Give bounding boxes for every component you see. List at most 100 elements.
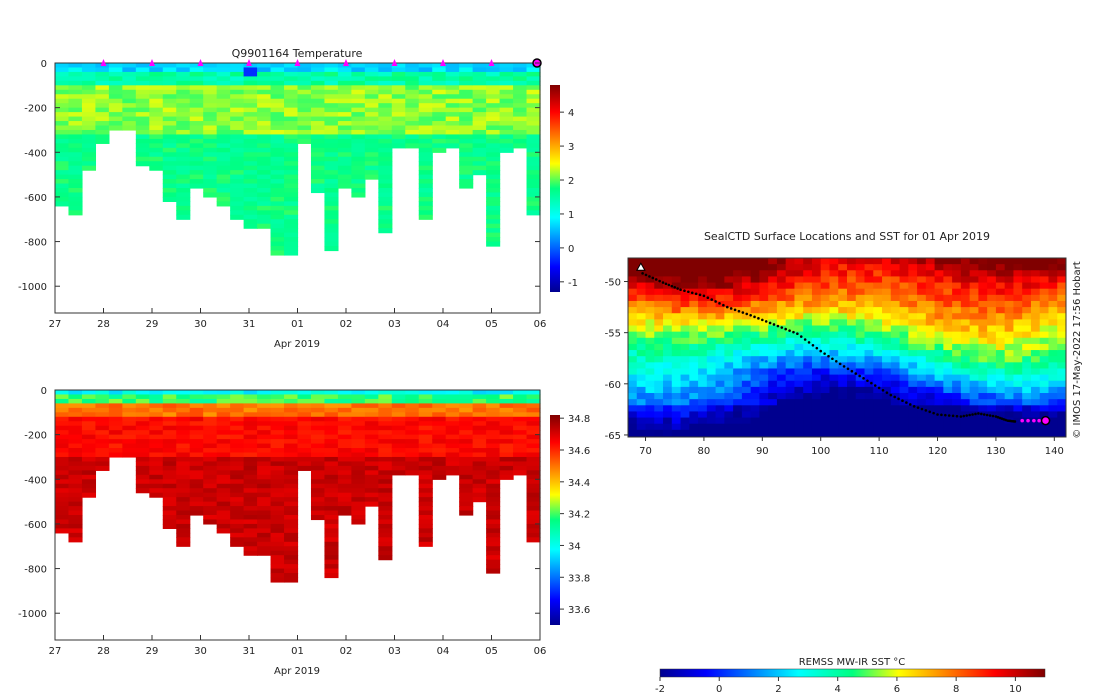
- temperature-cell: [230, 71, 245, 77]
- salinity-cell: [486, 456, 501, 463]
- salinity-cell: [55, 501, 70, 507]
- temperature-cell: [284, 80, 299, 86]
- sst-cell: [663, 337, 673, 345]
- sst-cell: [1013, 307, 1023, 314]
- salinity-cell: [472, 492, 487, 498]
- salinity-cell: [189, 430, 204, 436]
- sst-cell: [636, 393, 647, 400]
- sst-cell: [934, 350, 944, 357]
- sst-cell: [934, 288, 944, 296]
- salinity-cell: [486, 541, 501, 547]
- sst-cell: [978, 331, 988, 339]
- temperature-cell: [81, 156, 97, 162]
- sst-cell: [908, 337, 918, 345]
- sst-cell: [995, 258, 1006, 265]
- salinity-cell: [284, 528, 299, 534]
- temperature-cell: [378, 170, 393, 176]
- sst-cell: [1057, 405, 1066, 413]
- sst-cell: [899, 325, 909, 333]
- sst-cell: [864, 313, 874, 320]
- temperature-cell: [284, 188, 299, 194]
- salinity-cell: [243, 407, 258, 413]
- sst-cell: [785, 307, 796, 314]
- sst-cell: [829, 276, 839, 284]
- temperature-cell: [418, 156, 433, 162]
- sst-cell: [811, 288, 822, 296]
- sst-cell: [882, 435, 892, 437]
- temperature-cell: [364, 98, 379, 104]
- map-x-tick-label: 140: [1045, 446, 1064, 457]
- sst-cell: [925, 300, 936, 308]
- temperature-cell: [176, 138, 191, 144]
- salinity-cell: [230, 470, 245, 476]
- temperature-cell: [68, 71, 83, 77]
- sst-cell: [855, 350, 866, 357]
- temperature-cell: [108, 125, 123, 131]
- salinity-cell: [486, 510, 501, 516]
- temperature-cell: [135, 152, 150, 158]
- salinity-cell: [499, 443, 514, 449]
- track-point: [920, 407, 924, 411]
- track-point: [932, 411, 935, 415]
- temperature-cell: [122, 125, 137, 131]
- temperature-cell: [364, 161, 379, 167]
- track-point: [670, 284, 674, 288]
- temperature-cell: [243, 103, 258, 109]
- sst-cell: [733, 405, 743, 413]
- salinity-cell: [149, 398, 164, 404]
- salinity-cell: [405, 452, 420, 458]
- salinity-cell: [297, 390, 312, 396]
- temperature-cell: [203, 161, 218, 167]
- salinity-cell: [310, 461, 326, 467]
- temperature-colorbar: [550, 85, 560, 292]
- temperature-cell: [378, 89, 393, 95]
- temperature-cell: [243, 214, 258, 220]
- temperature-cell: [68, 138, 83, 144]
- temperature-cell: [176, 201, 191, 207]
- salinity-cell: [149, 465, 164, 471]
- salinity-cell: [297, 421, 312, 427]
- salinity-cell: [351, 483, 366, 489]
- temperature-cell: [351, 98, 366, 104]
- temperature-x-ticks: 27 28 29 30 31 01 02 03 04 05 06: [49, 308, 546, 330]
- salinity-cell: [216, 394, 231, 400]
- sst-cell: [1004, 386, 1015, 394]
- salinity-cell: [337, 434, 352, 440]
- temperature-cell: [189, 63, 204, 69]
- temperature-cell: [270, 219, 285, 225]
- temperature-cell: [486, 112, 501, 118]
- sst-cell: [698, 399, 708, 406]
- sst-cell: [934, 282, 944, 290]
- sst-cell: [960, 380, 971, 388]
- salinity-cell: [459, 394, 474, 400]
- sst-cell: [759, 368, 769, 376]
- salinity-cell: [162, 434, 177, 440]
- salinity-cell: [378, 434, 393, 440]
- salinity-cell: [270, 412, 285, 418]
- sst-cell: [724, 300, 734, 308]
- sst-cell: [645, 288, 655, 296]
- sst-cell: [995, 270, 1006, 278]
- sst-cell: [759, 276, 769, 284]
- sst-cell: [847, 411, 857, 419]
- salinity-cell: [459, 434, 474, 440]
- sst-cell: [1048, 374, 1058, 382]
- temperature-cell: [364, 129, 379, 136]
- temperature-cell: [284, 170, 299, 176]
- sst-cell: [960, 435, 971, 437]
- salinity-cell: [472, 403, 487, 409]
- temperature-cell: [176, 143, 191, 149]
- sst-cell: [847, 399, 857, 406]
- sst-cell: [1039, 380, 1050, 388]
- temperature-cell: [135, 112, 150, 118]
- temperature-cell: [189, 152, 204, 158]
- temperature-cell: [337, 165, 352, 171]
- temperature-cell: [162, 98, 177, 104]
- temperature-cell: [459, 134, 474, 140]
- salinity-cell: [418, 430, 433, 436]
- sst-cell: [952, 343, 962, 351]
- temperature-cell: [149, 165, 164, 171]
- track-point: [676, 287, 679, 290]
- salinity-cell: [135, 398, 150, 404]
- track-point: [988, 414, 992, 417]
